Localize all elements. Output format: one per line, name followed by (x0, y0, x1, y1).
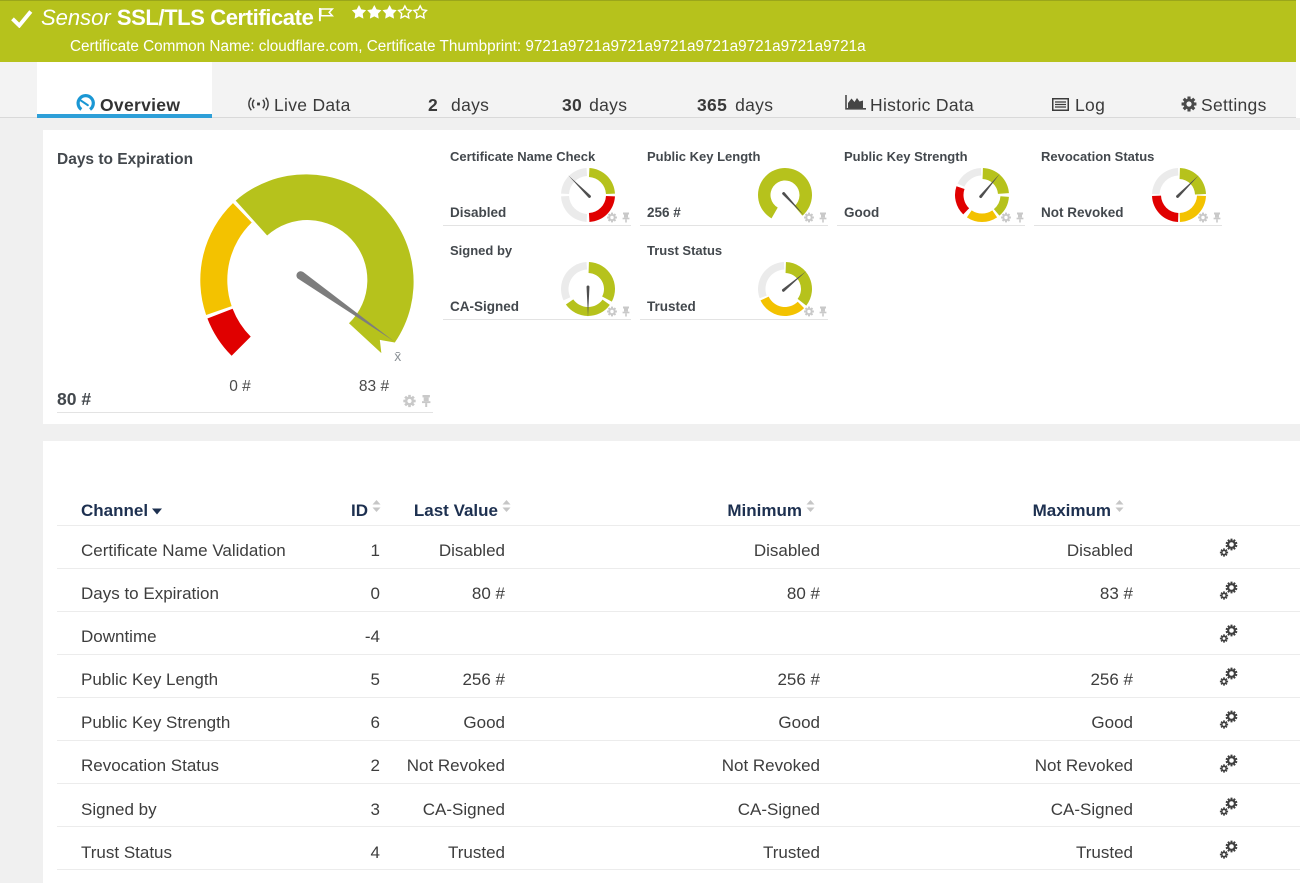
svg-text:x̄: x̄ (394, 348, 401, 364)
